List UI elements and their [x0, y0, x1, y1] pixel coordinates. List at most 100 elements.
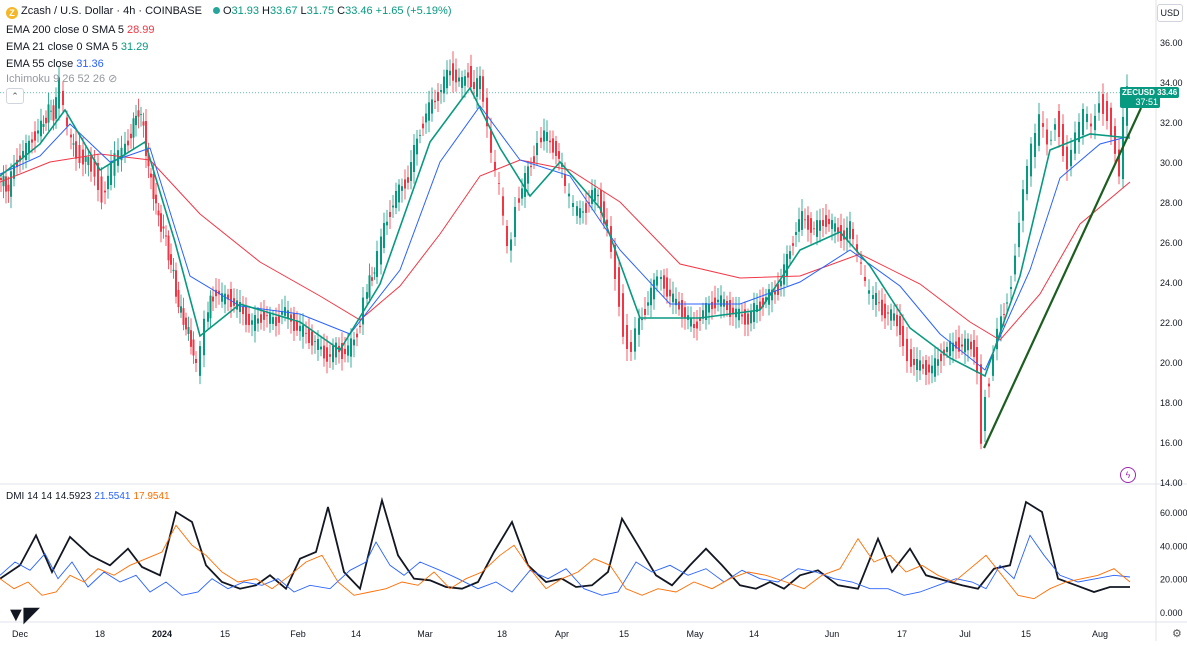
candle-body: [638, 318, 640, 335]
time-tick-label: Jul: [959, 629, 971, 639]
gear-icon[interactable]: ⚙: [1172, 628, 1182, 640]
candle-body: [52, 105, 55, 121]
candle-body: [1042, 123, 1044, 127]
candle-body: [699, 317, 701, 321]
candle-body: [494, 161, 496, 171]
indicator-ema200[interactable]: EMA 200 close 0 SMA 5 28.99: [6, 24, 158, 37]
candle-body: [669, 289, 671, 297]
trendline[interactable]: [983, 107, 1142, 449]
candle-body: [87, 156, 90, 166]
time-tick-label: 18: [95, 629, 105, 639]
candle-body: [22, 150, 24, 159]
ema200-line: [0, 153, 1131, 341]
candle-body: [967, 338, 969, 351]
eye-crossed-icon[interactable]: ⊘: [108, 73, 118, 85]
candle-body: [576, 206, 578, 216]
candle-body: [1022, 189, 1024, 221]
candle-body: [212, 296, 214, 302]
candle-body: [878, 302, 880, 304]
time-tick-label: 15: [1021, 629, 1031, 639]
time-tick-label: Apr: [555, 629, 569, 639]
candle-body: [958, 337, 960, 352]
indicator-ema21[interactable]: EMA 21 close 0 SMA 5 31.29: [6, 41, 151, 54]
candle-body: [672, 293, 674, 303]
last-price-symbol-row: ZECUSD 33.46: [1120, 87, 1180, 98]
time-tick-label: 2024: [152, 629, 172, 639]
candle-body: [864, 276, 866, 282]
ohlc-low: 31.75: [306, 5, 335, 17]
candle-body: [614, 245, 616, 279]
candle-body: [702, 310, 704, 319]
candle-body: [831, 220, 833, 229]
dmi-tick-label: 60.000: [1160, 508, 1187, 518]
candle-body: [622, 293, 624, 337]
candle-body: [910, 349, 912, 367]
candle-body: [591, 189, 593, 205]
candle-body: [774, 290, 776, 295]
dmi-label: DMI 14 14: [6, 491, 53, 502]
candle-body: [209, 295, 212, 319]
candle-body: [860, 262, 862, 264]
candle-body: [976, 347, 978, 373]
last-price-symbol: ZECUSD: [1122, 88, 1155, 97]
candle-body: [140, 114, 142, 115]
currency-label[interactable]: USD: [1157, 4, 1183, 22]
dmi-legend[interactable]: DMI 14 14 14.5923 21.5541 17.9541: [6, 490, 173, 503]
last-price-countdown: 37:51: [1135, 97, 1158, 107]
lightning-icon[interactable]: ϟ: [1120, 467, 1136, 483]
candle-body: [248, 313, 250, 326]
candle-body: [145, 121, 147, 156]
candle-body: [822, 219, 824, 227]
candle-body: [78, 145, 81, 163]
candle-body: [311, 331, 313, 346]
candle-body: [353, 339, 355, 346]
candle-body: [789, 251, 791, 259]
candle-body: [925, 360, 927, 375]
candle-body: [486, 97, 488, 127]
candle-body: [1014, 255, 1016, 275]
candle-body: [521, 188, 523, 199]
candle-body: [245, 306, 247, 325]
candle-body: [190, 330, 192, 347]
candle-body: [28, 140, 30, 154]
candle-body: [16, 159, 18, 168]
candle-body: [380, 236, 382, 265]
candle-body: [756, 305, 758, 312]
candle-body: [741, 314, 743, 317]
candle-body: [518, 198, 520, 203]
indicator-ichimoku[interactable]: Ichimoku 9 26 52 26 ⊘: [6, 73, 120, 86]
candle-body: [663, 275, 665, 289]
candle-body: [937, 359, 939, 366]
candle-body: [124, 143, 126, 155]
candle-body: [502, 196, 504, 216]
candle-body: [305, 332, 307, 334]
candle-body: [540, 137, 542, 143]
candle-body: [431, 99, 433, 114]
indicator-label: EMA 21 close 0 SMA 5: [6, 41, 118, 53]
candle-body: [195, 358, 197, 364]
candle-body: [347, 345, 349, 356]
candle-body: [1074, 132, 1076, 154]
candle-body: [467, 72, 469, 78]
indicator-ema55[interactable]: EMA 55 close 31.36: [6, 58, 107, 71]
candle-body: [479, 75, 481, 90]
candle-body: [376, 251, 378, 277]
candle-body: [218, 290, 220, 295]
candle-body: [236, 300, 238, 310]
time-tick-label: 18: [497, 629, 507, 639]
dmi-tick-label: 20.000: [1160, 575, 1187, 585]
candle-body: [626, 324, 628, 350]
candle-body: [419, 135, 421, 137]
candle-body: [34, 131, 36, 141]
symbol-title[interactable]: Zcash / U.S. Dollar · 4h · COINBASE: [21, 5, 202, 17]
candle-body: [428, 102, 430, 121]
candle-body: [180, 306, 182, 313]
candle-body: [1082, 109, 1084, 135]
candle-body: [187, 327, 190, 334]
candle-body: [928, 364, 930, 373]
candle-body: [650, 287, 652, 306]
collapse-legend-button[interactable]: ⌃: [6, 88, 24, 104]
candle-body: [759, 301, 761, 310]
